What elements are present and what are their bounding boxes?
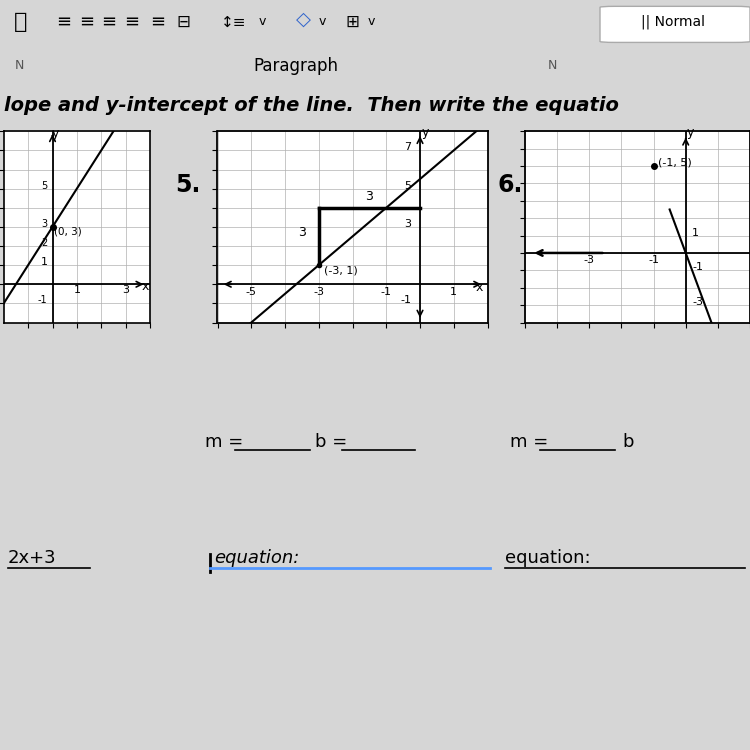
Text: 5.: 5. (175, 172, 200, 196)
Text: -1: -1 (648, 254, 659, 265)
Text: -5: -5 (246, 286, 256, 297)
Text: -1: -1 (38, 296, 48, 305)
Text: lope and y-intercept of the line.  Then write the equatio: lope and y-intercept of the line. Then w… (4, 96, 619, 115)
Text: m =: m = (205, 433, 243, 451)
Text: -3: -3 (584, 254, 595, 265)
Text: 1: 1 (40, 257, 48, 267)
Text: ↕≡: ↕≡ (221, 14, 247, 29)
Text: -1: -1 (381, 286, 392, 297)
Text: 3: 3 (298, 226, 306, 239)
Text: N: N (15, 59, 24, 72)
Text: 字: 字 (13, 12, 27, 32)
Text: 3: 3 (404, 219, 412, 229)
Text: || Normal: || Normal (641, 15, 705, 29)
Text: y: y (422, 126, 429, 139)
Text: ≡: ≡ (56, 13, 71, 31)
Text: 6.: 6. (497, 172, 523, 196)
Text: x: x (142, 280, 148, 293)
FancyBboxPatch shape (600, 6, 750, 43)
Text: 1: 1 (74, 285, 80, 295)
Text: equation:: equation: (214, 549, 299, 567)
Text: -3: -3 (692, 297, 703, 307)
Text: 3: 3 (365, 190, 374, 203)
Text: ⊟: ⊟ (176, 13, 190, 31)
Text: 5: 5 (404, 181, 412, 190)
Text: y: y (687, 127, 694, 140)
Text: 2x+3: 2x+3 (8, 549, 57, 567)
Text: v: v (319, 16, 326, 28)
Text: -1: -1 (400, 296, 412, 305)
Text: v: v (368, 16, 375, 28)
Text: ◇: ◇ (296, 10, 311, 29)
Text: N: N (548, 59, 556, 72)
Text: equation:: equation: (505, 549, 591, 567)
Text: Paragraph: Paragraph (254, 57, 339, 75)
Text: m =: m = (510, 433, 548, 451)
Text: 1: 1 (692, 227, 699, 238)
Text: -1: -1 (692, 262, 703, 272)
Text: b: b (622, 433, 634, 451)
Text: y: y (51, 127, 58, 140)
Text: 3: 3 (41, 219, 48, 229)
Text: (0, 3): (0, 3) (55, 226, 82, 236)
Text: (-1, 5): (-1, 5) (658, 158, 692, 167)
Text: 5: 5 (41, 181, 48, 190)
Text: ≡: ≡ (101, 13, 116, 31)
Text: x: x (476, 281, 483, 294)
Text: 7: 7 (404, 142, 412, 152)
Text: ≡: ≡ (150, 13, 165, 31)
Text: b =: b = (315, 433, 347, 451)
Text: (-3, 1): (-3, 1) (324, 266, 358, 276)
Text: 2: 2 (41, 238, 48, 248)
Text: ≡: ≡ (79, 13, 94, 31)
Text: 3: 3 (122, 285, 129, 295)
Text: 1: 1 (450, 286, 458, 297)
Text: -3: -3 (314, 286, 324, 297)
Text: ≡: ≡ (124, 13, 139, 31)
Text: ⊞: ⊞ (345, 13, 358, 31)
Text: v: v (259, 16, 266, 28)
